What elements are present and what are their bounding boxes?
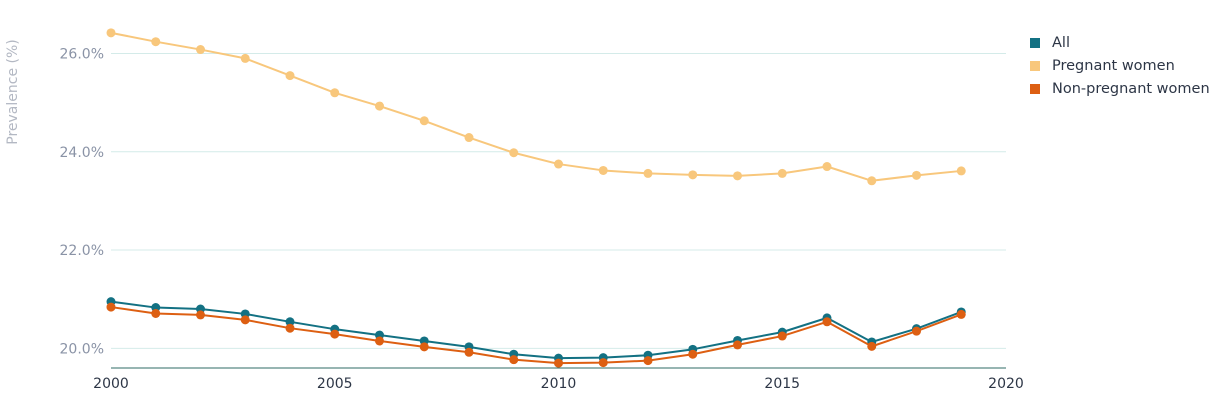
- series-non-pregnant-women: [106, 302, 966, 368]
- series-line: [110, 31, 962, 182]
- series-line: [110, 306, 962, 365]
- data-point[interactable]: [106, 28, 116, 38]
- x-tick-label: 2000: [93, 376, 129, 392]
- data-point[interactable]: [777, 331, 787, 341]
- x-tick-label: 2020: [988, 376, 1024, 392]
- legend-item[interactable]: Pregnant women: [1030, 54, 1210, 77]
- legend-swatch: [1030, 60, 1040, 71]
- y-tick-label: 20.0%: [60, 341, 104, 357]
- data-point[interactable]: [598, 165, 608, 175]
- data-point[interactable]: [419, 342, 429, 352]
- data-point[interactable]: [643, 356, 653, 366]
- data-point[interactable]: [867, 176, 877, 186]
- x-tick-label: 2015: [764, 376, 800, 392]
- data-point[interactable]: [196, 310, 205, 320]
- data-point[interactable]: [375, 336, 384, 346]
- x-tick-label: 2010: [541, 376, 577, 392]
- data-point[interactable]: [151, 308, 161, 318]
- legend-label: All: [1052, 34, 1070, 51]
- y-axis: 20.0% 22.0% 24.0% 26.0%: [60, 46, 104, 357]
- data-point[interactable]: [956, 166, 966, 176]
- data-point[interactable]: [240, 315, 250, 325]
- data-point[interactable]: [867, 341, 877, 351]
- series-line: [110, 300, 962, 360]
- legend: All Pregnant women Non-pregnant women: [1030, 31, 1210, 100]
- series-pregnant-women: [106, 28, 966, 186]
- data-point[interactable]: [912, 170, 921, 180]
- x-axis: 2000 2005 2010 2015 2020: [93, 376, 1024, 392]
- y-tick-label: 24.0%: [60, 145, 104, 161]
- data-point[interactable]: [822, 162, 832, 172]
- data-point[interactable]: [285, 317, 295, 327]
- data-point[interactable]: [285, 323, 295, 333]
- legend-swatch: [1030, 83, 1040, 94]
- data-point[interactable]: [912, 326, 921, 336]
- legend-label: Pregnant women: [1052, 57, 1175, 74]
- y-axis-title: Prevalence (%): [5, 39, 21, 145]
- legend-item[interactable]: All: [1030, 31, 1210, 54]
- legend-item[interactable]: Non-pregnant women: [1030, 77, 1210, 100]
- data-point[interactable]: [643, 168, 653, 178]
- data-point[interactable]: [330, 88, 340, 98]
- y-tick-label: 22.0%: [60, 243, 104, 259]
- legend-swatch: [1030, 37, 1040, 48]
- data-point[interactable]: [822, 317, 832, 327]
- data-point[interactable]: [464, 133, 474, 143]
- data-point[interactable]: [330, 329, 340, 339]
- data-point[interactable]: [688, 349, 698, 359]
- data-point[interactable]: [733, 171, 742, 181]
- series-group: [106, 28, 966, 368]
- x-tick-label: 2005: [317, 376, 353, 392]
- data-point[interactable]: [464, 347, 474, 357]
- data-point[interactable]: [777, 168, 787, 178]
- grid-lines: [111, 52, 1006, 369]
- data-point[interactable]: [554, 159, 563, 169]
- data-point[interactable]: [956, 309, 966, 319]
- data-point[interactable]: [285, 71, 295, 81]
- legend-label: Non-pregnant women: [1052, 80, 1210, 97]
- data-point[interactable]: [419, 116, 429, 126]
- data-point[interactable]: [375, 101, 384, 111]
- data-point[interactable]: [554, 358, 563, 368]
- data-point[interactable]: [106, 302, 116, 312]
- data-point[interactable]: [509, 148, 519, 158]
- series-all: [106, 297, 966, 363]
- data-point[interactable]: [733, 340, 742, 350]
- data-point[interactable]: [598, 358, 608, 368]
- data-point[interactable]: [196, 45, 205, 55]
- data-point[interactable]: [688, 170, 698, 180]
- data-point[interactable]: [151, 37, 161, 47]
- data-point[interactable]: [240, 53, 250, 63]
- data-point[interactable]: [509, 355, 519, 365]
- y-tick-label: 26.0%: [60, 46, 104, 62]
